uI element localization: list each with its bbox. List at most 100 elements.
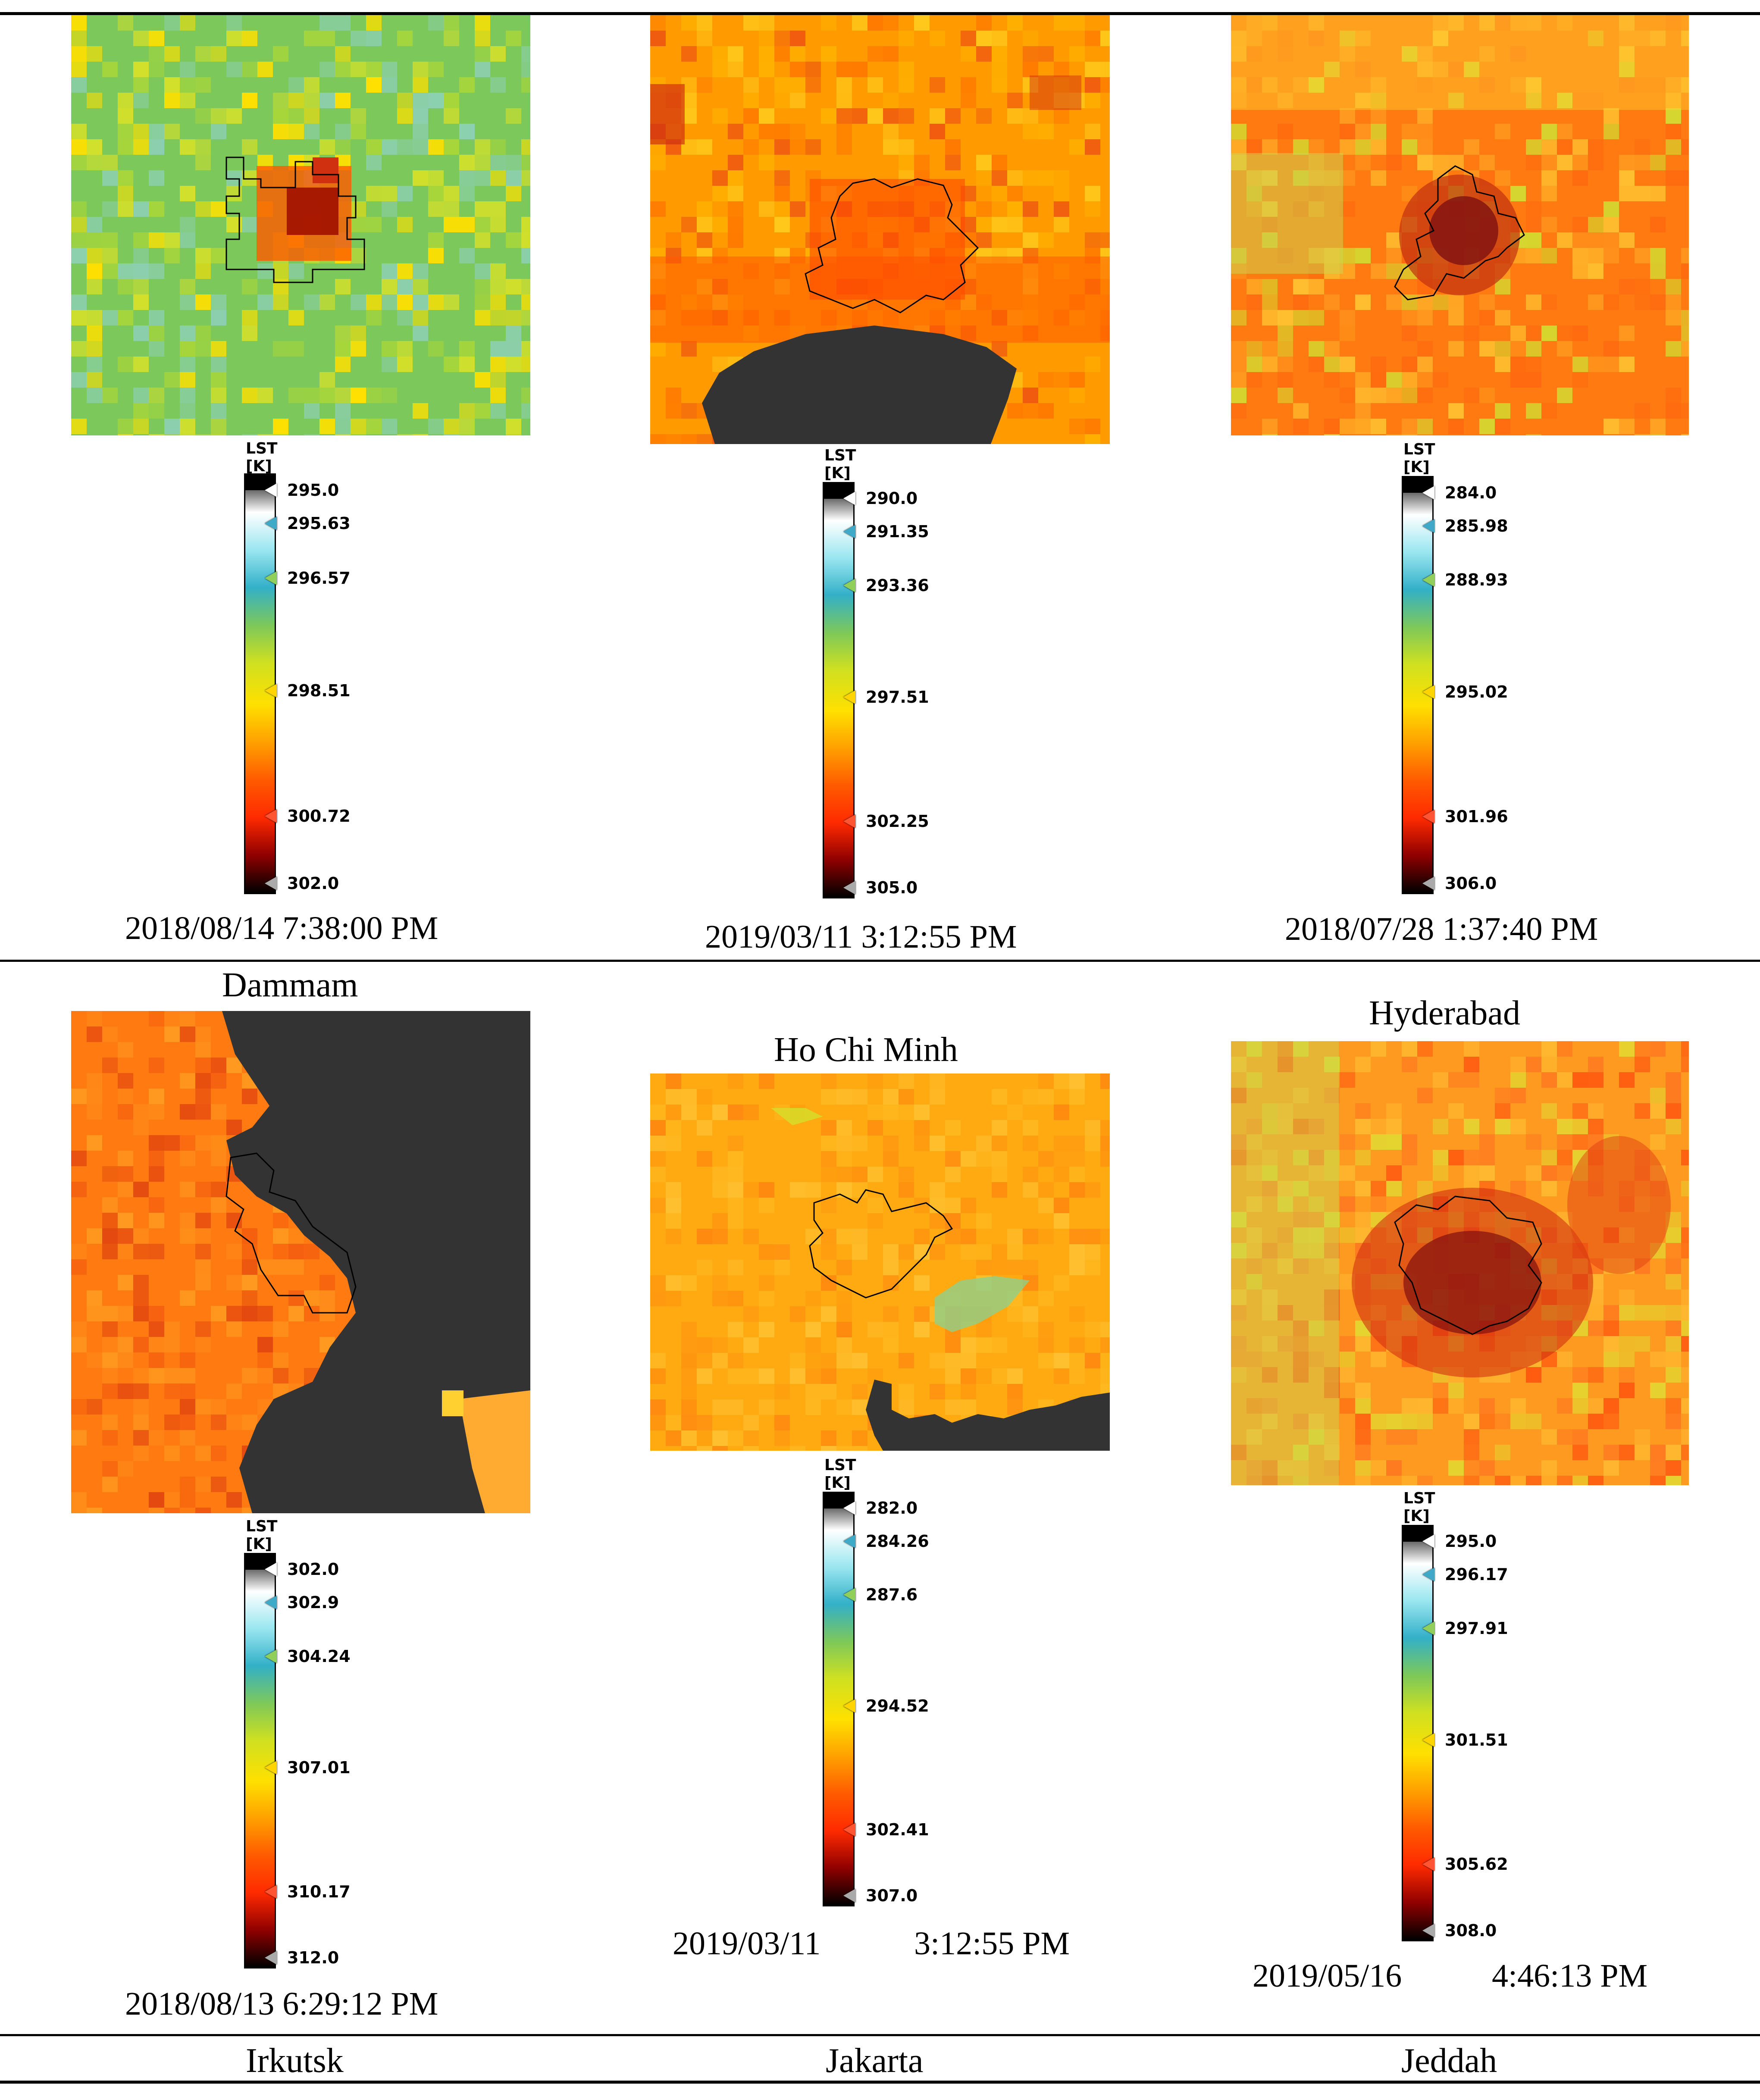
colorbar-tick-label: 307.01 <box>287 1758 351 1778</box>
colorbar-marker <box>265 571 277 585</box>
water-body <box>222 1011 530 1513</box>
colorbar-marker <box>843 1699 855 1713</box>
colorbar-tick-label: 305.62 <box>1445 1855 1508 1874</box>
lst-map-jakarta <box>650 1073 1110 1451</box>
colorbar-marker <box>843 814 855 829</box>
colorbar-title: LST [K] <box>1403 441 1435 476</box>
colorbar-title: LST [K] <box>246 1518 278 1553</box>
city-label-hyderabad: Hyderabad <box>1369 994 1520 1032</box>
colorbar-tick-label: 301.51 <box>1445 1731 1508 1750</box>
colorbar-marker <box>265 483 277 497</box>
colorbar-tick-label: 305.0 <box>866 878 918 897</box>
colorbar-marker <box>1422 1857 1434 1872</box>
colorbar-tick-label: 310.17 <box>287 1882 351 1901</box>
city-label-dammam: Dammam <box>222 966 358 1004</box>
colorbar-tick-label: 284.0 <box>1445 483 1497 502</box>
city-label-jakarta: Jakarta <box>826 2042 924 2080</box>
colorbar-marker <box>1422 1534 1434 1549</box>
urban-boundary <box>225 156 365 283</box>
colorbar-tick-label: 302.9 <box>287 1593 339 1612</box>
colorbar-marker <box>1422 1923 1434 1937</box>
water-body <box>866 1380 1110 1451</box>
colorbar-marker <box>1422 810 1434 824</box>
colorbar-tick-label: 294.52 <box>866 1696 929 1716</box>
lst-colorbar <box>244 1553 276 1969</box>
table-mid-rule <box>0 960 1760 962</box>
colorbar-marker <box>843 579 855 592</box>
colorbar-marker <box>1422 876 1434 890</box>
acquisition-date-time: 4:46:13 PM <box>1492 1958 1648 1994</box>
lst-map-dammam <box>71 15 530 435</box>
acquisition-date-day: 2019/03/11 <box>673 1925 821 1962</box>
colorbar-tick-label: 282.0 <box>866 1499 918 1518</box>
colorbar-marker <box>1422 485 1434 500</box>
city-label-ho-chi-minh: Ho Chi Minh <box>774 1031 958 1069</box>
colorbar-marker <box>843 525 855 539</box>
colorbar-tick-label: 290.0 <box>866 489 918 508</box>
colorbar-tick-label: 285.98 <box>1445 516 1508 535</box>
colorbar-marker <box>265 516 277 531</box>
colorbar-tick-label: 301.96 <box>1445 807 1508 826</box>
lst-map-jeddah <box>1231 1041 1689 1485</box>
colorbar-marker <box>1422 573 1434 587</box>
colorbar-marker <box>843 491 855 506</box>
colorbar-title: LST [K] <box>824 447 856 482</box>
urban-boundary <box>225 1152 357 1314</box>
colorbar-marker <box>843 1888 855 1903</box>
colorbar-marker <box>1422 519 1434 533</box>
colorbar-title: LST [K] <box>824 1456 856 1492</box>
urban-boundary <box>1394 1196 1542 1335</box>
urban-boundary <box>805 178 979 313</box>
urban-heat-area <box>257 157 351 261</box>
colorbar-tick-label: 306.0 <box>1445 873 1497 893</box>
lst-map-ho-chi-minh <box>650 15 1110 444</box>
acquisition-date: 2018/07/28 1:37:40 PM <box>1285 911 1598 947</box>
colorbar-tick-label: 302.0 <box>287 1560 339 1579</box>
urban-heat-area <box>1352 1136 1671 1377</box>
colorbar-tick-label: 297.51 <box>866 688 929 707</box>
colorbar-tick-label: 302.41 <box>866 1820 929 1839</box>
colorbar-tick-label: 291.35 <box>866 522 929 541</box>
colorbar-marker <box>265 1595 277 1609</box>
colorbar-tick-label: 312.0 <box>287 1948 339 1967</box>
lst-colorbar <box>823 1492 855 1906</box>
colorbar-tick-label: 284.26 <box>866 1531 929 1551</box>
table-top-rule <box>0 12 1760 15</box>
colorbar-tick-label: 288.93 <box>1445 570 1508 589</box>
colorbar-tick-label: 296.57 <box>287 568 351 588</box>
urban-heat-area <box>1399 175 1520 295</box>
colorbar-marker <box>265 1950 277 1965</box>
colorbar-marker <box>843 1822 855 1837</box>
colorbar-tick-label: 287.6 <box>866 1585 918 1604</box>
colorbar-marker <box>265 876 277 890</box>
colorbar-marker <box>265 1562 277 1577</box>
colorbar-marker <box>265 1649 277 1663</box>
colorbar-marker <box>265 1761 277 1775</box>
colorbar-marker <box>1422 1568 1434 1582</box>
colorbar-tick-label: 298.51 <box>287 681 351 701</box>
colorbar-marker <box>843 1588 855 1602</box>
lst-map-hyderabad <box>1231 15 1689 435</box>
colorbar-tick-label: 295.0 <box>1445 1532 1497 1551</box>
colorbar-marker <box>843 1501 855 1515</box>
colorbar-marker <box>1422 1733 1434 1747</box>
water-body <box>702 325 1017 444</box>
colorbar-marker <box>1422 685 1434 699</box>
colorbar-marker <box>265 1884 277 1899</box>
colorbar-title: LST [K] <box>1403 1490 1435 1525</box>
colorbar-tick-label: 293.36 <box>866 576 929 595</box>
colorbar-tick-label: 304.24 <box>287 1646 351 1666</box>
colorbar-tick-label: 295.0 <box>287 480 339 500</box>
lst-map-irkutsk <box>71 1011 530 1513</box>
colorbar-marker <box>1422 1621 1434 1635</box>
acquisition-date: 2018/08/13 6:29:12 PM <box>125 1986 438 2022</box>
colorbar-tick-label: 302.0 <box>287 873 339 893</box>
colorbar-tick-label: 300.72 <box>287 807 351 826</box>
colorbar-marker <box>843 1534 855 1548</box>
colorbar-tick-label: 302.25 <box>866 812 929 831</box>
colorbar-title: LST [K] <box>246 440 278 475</box>
colorbar-marker <box>843 880 855 895</box>
lst-colorbar <box>1402 1525 1434 1941</box>
table-mid-rule-2 <box>0 2034 1760 2036</box>
colorbar-marker <box>843 690 855 704</box>
